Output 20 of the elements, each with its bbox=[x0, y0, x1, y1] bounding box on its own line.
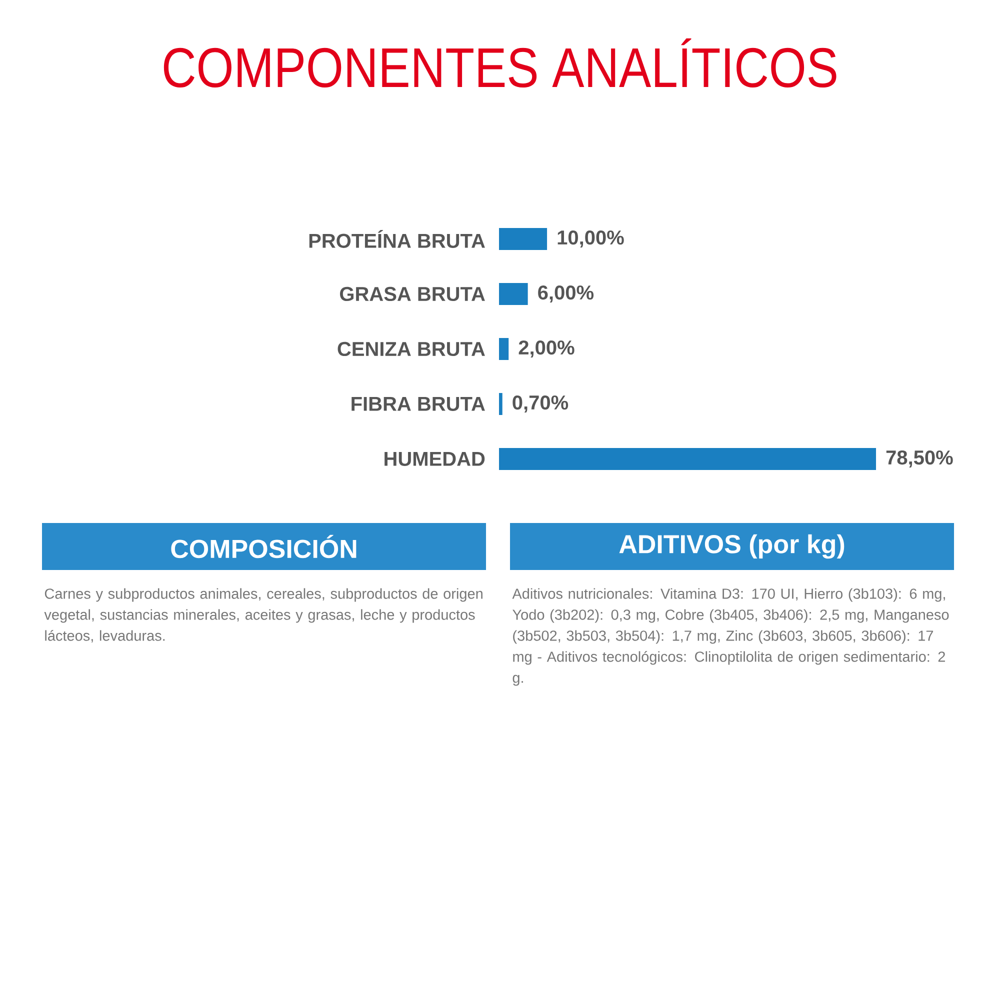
chart-title: COMPONENTES ANALÍTICOS bbox=[164, 38, 836, 88]
y-tick-label: HUMEDAD bbox=[384, 452, 485, 466]
data-label: 0,70% bbox=[512, 395, 568, 413]
bar bbox=[499, 282, 528, 305]
data-label: 2,00% bbox=[518, 340, 574, 358]
bar bbox=[499, 392, 502, 415]
y-tick-label: PROTEÍNA BRUTA bbox=[309, 230, 485, 248]
y-tick-label: CENIZA BRUTA bbox=[338, 342, 485, 356]
bar bbox=[499, 228, 548, 250]
text: COMPOSICIÓN bbox=[171, 534, 356, 558]
text: ADITIVOS (por kg) bbox=[619, 534, 844, 559]
data-label: 78,50% bbox=[886, 450, 953, 468]
bar bbox=[499, 338, 509, 360]
text: Carnes y subproductos animales, cereales, subproductos de origen vegetal, sustancias minerales, aceites y grasas, leche y productos lácteos, levaduras. bbox=[44, 588, 482, 643]
data-label: 10,00% bbox=[558, 230, 624, 248]
text: Aditivos nutricionales: Vitamina D3: 170 UI, Hierro (3b103): 6 mg, Yodo (3b202): 0,3 mg, Cobre (3b405, 3b406): 2,5 mg, Manganeso (3b502, 3b503, 3b504): 1,7 mg, Zinc (3b603, 3b605, 3b606): 17 mg - Aditivos tecnológicos: Clinoptilolita de origen sedimentario: 2 g. bbox=[512, 588, 949, 686]
y-tick-label: FIBRA BRUTA bbox=[352, 397, 485, 411]
bar bbox=[499, 448, 876, 470]
y-tick-label: GRASA BRUTA bbox=[340, 286, 485, 302]
data-label: 6,00% bbox=[538, 285, 594, 303]
